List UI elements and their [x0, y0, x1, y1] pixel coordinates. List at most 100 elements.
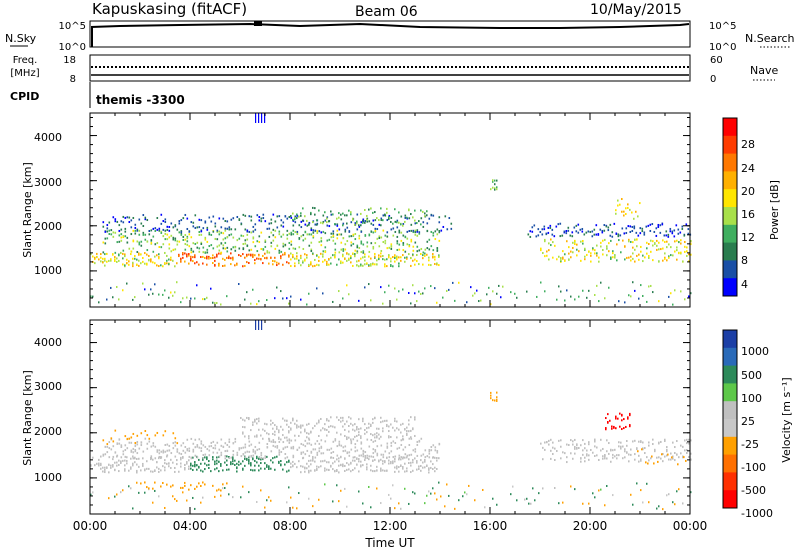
data-cell: [214, 225, 217, 228]
data-cell: [224, 461, 226, 464]
data-cell: [282, 253, 284, 256]
data-cell: [370, 242, 373, 245]
data-cell: [132, 432, 135, 435]
data-cell: [416, 260, 418, 263]
data-cell: [488, 286, 490, 289]
data-cell: [356, 222, 358, 225]
data-cell: [688, 253, 690, 256]
data-cell: [206, 248, 209, 251]
data-cell: [382, 430, 384, 433]
data-cell: [296, 252, 298, 255]
data-cell: [120, 460, 122, 463]
data-cell: [234, 264, 236, 267]
data-cell: [216, 255, 218, 258]
data-cell: [613, 426, 615, 429]
data-cell: [212, 484, 214, 487]
data-cell: [198, 446, 201, 449]
data-cell: [222, 238, 225, 241]
data-cell: [580, 240, 582, 243]
data-cell: [306, 436, 308, 439]
data-cell: [637, 215, 639, 218]
data-cell: [178, 220, 181, 223]
data-cell: [128, 263, 130, 266]
data-cell: [322, 452, 325, 455]
data-cell: [340, 464, 342, 467]
data-cell: [270, 231, 273, 234]
data-cell: [360, 263, 362, 266]
data-cell: [304, 223, 307, 226]
data-cell: [545, 232, 548, 235]
data-cell: [156, 254, 158, 257]
data-cell: [212, 458, 214, 461]
data-cell: [120, 220, 123, 223]
data-cell: [586, 449, 588, 452]
data-cell: [416, 443, 419, 446]
data-cell: [272, 228, 275, 231]
data-cell: [562, 257, 564, 260]
colorbar-step: [723, 330, 737, 349]
velocity-ytick-1000: 1000: [34, 471, 62, 484]
data-cell: [240, 223, 243, 226]
data-cell: [242, 243, 245, 246]
data-cell: [206, 448, 209, 451]
data-cell: [348, 293, 350, 296]
data-cell: [184, 466, 186, 469]
data-cell: [402, 467, 404, 470]
data-cell: [666, 246, 668, 249]
data-cell: [559, 222, 562, 225]
data-cell: [604, 297, 606, 300]
data-cell: [540, 247, 542, 250]
data-cell: [600, 281, 602, 284]
data-cell: [418, 465, 420, 468]
data-cell: [390, 220, 392, 223]
data-cell: [350, 417, 352, 420]
data-cell: [614, 254, 616, 257]
data-cell: [144, 481, 146, 484]
data-cell: [98, 464, 100, 467]
data-cell: [340, 218, 343, 221]
data-cell: [304, 237, 307, 240]
data-cell: [458, 499, 460, 502]
data-cell: [128, 247, 131, 250]
data-cell: [218, 252, 220, 255]
data-cell: [256, 250, 259, 253]
data-cell: [142, 457, 144, 460]
data-cell: [140, 441, 143, 444]
data-cell: [591, 230, 594, 233]
data-cell: [292, 465, 294, 468]
data-cell: [200, 256, 202, 259]
data-cell: [624, 450, 626, 453]
data-cell: [224, 455, 227, 458]
data-cell: [562, 451, 564, 454]
data-cell: [150, 470, 152, 473]
data-cell: [669, 227, 672, 230]
data-cell: [400, 465, 402, 468]
data-cell: [152, 261, 154, 264]
data-cell: [408, 430, 410, 433]
data-cell: [554, 447, 556, 450]
data-cell: [192, 242, 195, 245]
data-cell: [272, 260, 274, 263]
data-cell: [118, 259, 120, 262]
data-cell: [596, 252, 598, 255]
data-cell: [434, 449, 437, 452]
data-cell: [657, 460, 659, 463]
data-cell: [358, 470, 360, 473]
xtick-0000: 00:00: [73, 519, 108, 533]
data-cell: [318, 259, 320, 262]
data-cell: [122, 221, 125, 224]
data-cell: [274, 433, 276, 436]
data-cell: [356, 434, 358, 437]
data-cell: [188, 253, 190, 256]
data-cell: [648, 285, 650, 288]
data-cell: [450, 222, 453, 225]
data-cell: [607, 226, 610, 229]
data-cell: [430, 285, 432, 288]
data-cell: [440, 495, 442, 498]
data-cell: [362, 250, 365, 253]
data-cell: [340, 213, 342, 216]
data-cell: [112, 458, 114, 461]
data-cell: [386, 456, 388, 459]
data-cell: [406, 433, 408, 436]
data-cell: [370, 264, 372, 267]
